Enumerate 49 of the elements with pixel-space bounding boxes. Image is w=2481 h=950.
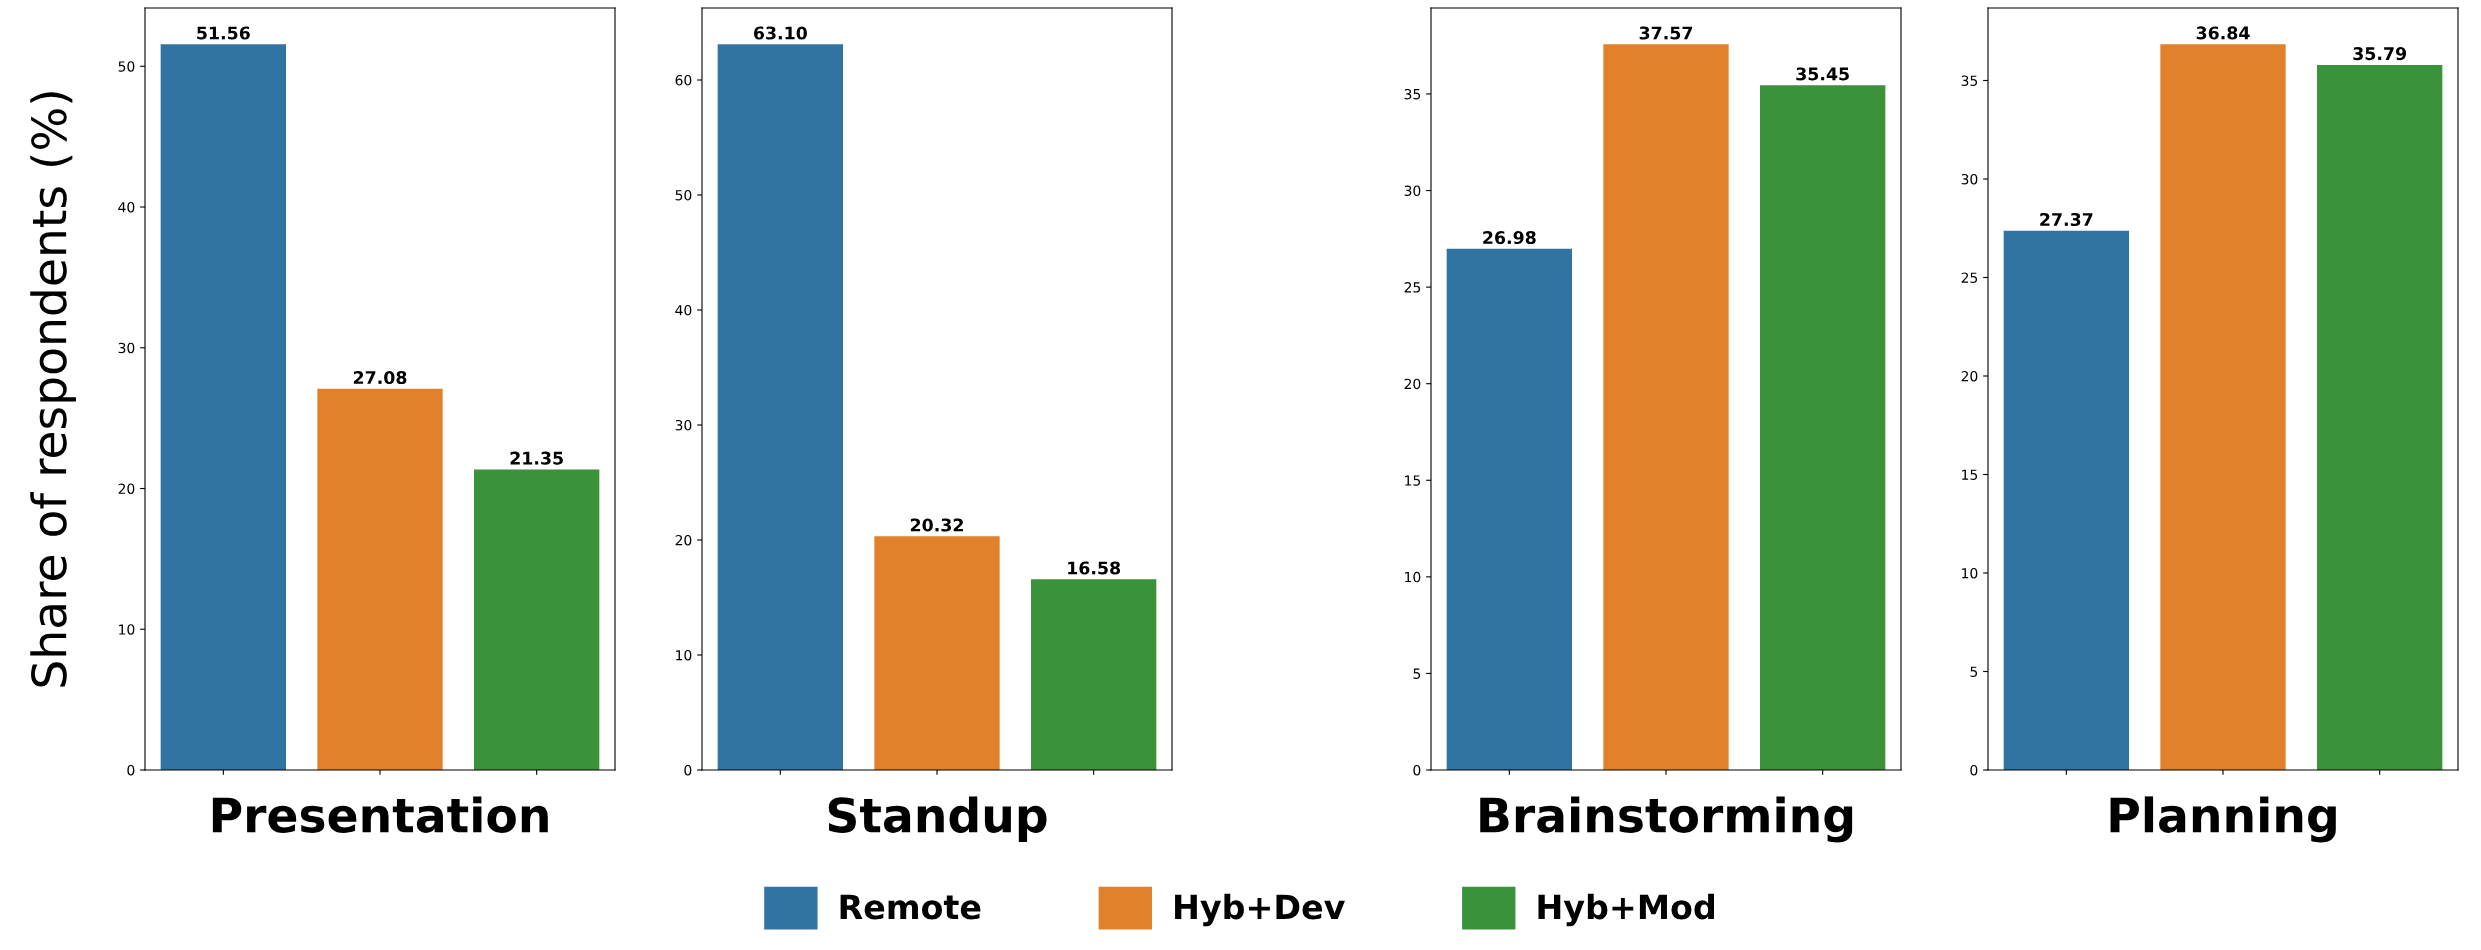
x-axis-title: Brainstorming: [1480, 796, 1853, 843]
y-tick-label: 35: [1961, 75, 1978, 86]
y-tick-label: 30: [1404, 185, 1421, 197]
data-label: 51.56: [197, 26, 250, 40]
data-label: 35.45: [1796, 67, 1849, 81]
y-tick-label: 15: [1962, 469, 1978, 480]
y-tick-label: 60: [675, 74, 692, 86]
legend-label: Hyb+Mod: [1538, 893, 1714, 927]
x-axis-title: Presentation: [212, 796, 548, 833]
y-tick-label: 40: [675, 304, 692, 316]
data-label: 27.08: [353, 370, 407, 385]
data-label: 21.35: [510, 451, 563, 465]
y-tick-label: 20: [675, 534, 692, 546]
data-label: 35.79: [2353, 47, 2407, 61]
y-tick-label: 30: [675, 419, 692, 431]
y-tick-label: 0: [1970, 764, 1978, 776]
y-tick-label: 5: [1413, 668, 1421, 679]
y-tick-label: 25: [1961, 272, 1978, 283]
y-tick-label: 0: [1413, 764, 1421, 776]
y-tick-label: 10: [1405, 571, 1421, 583]
data-label: 27.37: [2040, 212, 2093, 227]
y-tick-label: 0: [684, 764, 692, 776]
y-tick-label: 10: [119, 624, 135, 635]
y-tick-label: 0: [127, 764, 135, 776]
y-tick-label: 20: [118, 483, 135, 494]
y-axis-title: Share of respondents (%): [30, 92, 76, 687]
y-tick-label: 50: [118, 61, 135, 72]
y-tick-label: 40: [118, 201, 135, 213]
data-label: 37.57: [1639, 26, 1693, 40]
data-label: 16.58: [1068, 561, 1121, 575]
y-tick-label: 30: [118, 342, 135, 354]
y-tick-label: 50: [675, 189, 692, 201]
x-axis-title: Standup: [828, 796, 1047, 843]
y-tick-label: 5: [1970, 666, 1978, 677]
y-tick-label: 25: [1404, 282, 1421, 293]
y-tick-label: 15: [1405, 475, 1421, 486]
y-tick-label: 30: [1961, 173, 1978, 185]
y-tick-label: 10: [676, 649, 692, 661]
data-label: 20.32: [910, 518, 963, 532]
x-axis-title: Planning: [2110, 796, 2336, 843]
data-label: 63.10: [753, 26, 807, 40]
y-tick-label: 20: [1404, 378, 1421, 390]
y-tick-label: 35: [1404, 88, 1421, 100]
legend-label: Remote: [840, 894, 981, 920]
data-label: 26.98: [1483, 230, 1536, 245]
data-label: 36.84: [2196, 26, 2250, 40]
y-tick-label: 20: [1961, 370, 1978, 382]
y-tick-label: 10: [1962, 567, 1978, 579]
legend-label: Hyb+Dev: [1175, 893, 1345, 927]
